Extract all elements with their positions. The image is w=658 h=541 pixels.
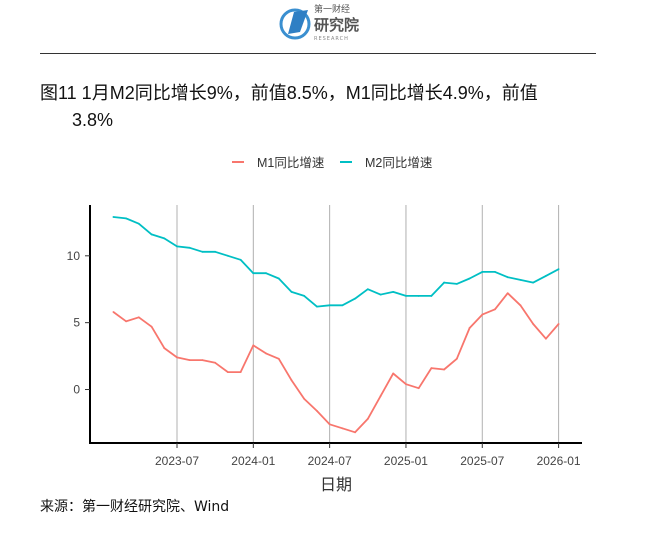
data-point-m1: [125, 320, 128, 323]
data-point-m1: [405, 383, 407, 386]
data-point-m2: [481, 270, 484, 273]
data-point-m1: [265, 352, 267, 355]
logo-emblem-icon: [279, 8, 311, 40]
logo-text-sub: RESEARCH: [314, 36, 349, 42]
header-divider: [40, 53, 596, 54]
data-point-m2: [544, 274, 547, 277]
y-tick-label: 5: [73, 316, 80, 330]
data-point-m1: [328, 423, 331, 426]
legend-label-m2: M2同比增速: [365, 155, 433, 170]
data-point-m1: [201, 359, 204, 362]
data-point-m1: [430, 367, 433, 370]
data-point-m1: [544, 337, 547, 340]
data-point-m1: [417, 387, 420, 390]
x-axis-title: 日期: [320, 475, 352, 494]
figure-title-line1: 图11 1月M2同比增长9%，前值8.5%，M1同比增长4.9%，前值: [40, 83, 538, 103]
data-point-m2: [392, 291, 395, 293]
data-point-m1: [252, 344, 255, 347]
data-point-m1: [519, 304, 522, 307]
data-point-m1: [163, 347, 166, 349]
data-point-m1: [392, 372, 395, 375]
series-line-m1: [112, 292, 560, 434]
data-point-m1: [468, 327, 471, 329]
data-point-m1: [481, 313, 484, 316]
data-point-m1: [455, 357, 458, 360]
data-point-m2: [468, 277, 471, 280]
data-point-m2: [252, 272, 255, 275]
data-point-m1: [188, 359, 191, 362]
data-point-m1: [443, 368, 446, 371]
data-point-m1: [494, 308, 496, 311]
x-tick-label: 2024-01: [231, 454, 275, 468]
data-point-m2: [379, 293, 382, 296]
data-point-m1: [506, 292, 509, 295]
logo: 第一财经 研究院 RESEARCH: [278, 4, 398, 48]
data-point-m2: [176, 245, 178, 248]
data-point-m2: [188, 246, 191, 249]
data-point-m2: [316, 305, 318, 308]
data-point-m1: [366, 418, 369, 420]
data-point-m2: [354, 297, 356, 300]
logo-text-top: 第一财经: [314, 5, 351, 15]
data-point-m1: [277, 357, 280, 360]
data-point-m1: [303, 397, 306, 400]
data-point-m2: [557, 268, 560, 271]
data-point-m2: [494, 270, 496, 273]
data-point-m2: [277, 277, 280, 280]
data-point-m2: [265, 272, 267, 275]
data-point-m1: [532, 323, 535, 325]
y-tick-label: 0: [73, 383, 80, 397]
data-point-m2: [137, 222, 140, 225]
data-point-m2: [214, 250, 217, 253]
data-point-m2: [532, 281, 535, 284]
data-point-m1: [150, 325, 153, 328]
data-point-m1: [239, 371, 242, 374]
data-point-m1: [557, 323, 560, 325]
x-tick-label: 2025-07: [460, 454, 504, 468]
data-point-m2: [201, 250, 204, 253]
data-point-m2: [366, 288, 369, 291]
data-point-m2: [519, 278, 522, 281]
data-point-m1: [176, 356, 178, 359]
data-point-m2: [112, 216, 115, 218]
data-point-m2: [125, 217, 128, 220]
logo-text-main: 研究院: [314, 16, 360, 34]
data-point-m2: [328, 304, 331, 307]
data-point-m2: [163, 237, 166, 240]
data-point-m2: [443, 281, 446, 284]
x-tick-label: 2026-01: [537, 454, 581, 468]
legend-label-m1: M1同比增速: [257, 155, 325, 170]
data-point-m2: [455, 282, 458, 285]
data-point-m1: [354, 431, 356, 434]
figure-title: 图11 1月M2同比增长9%，前值8.5%，M1同比增长4.9%，前值 3.8%: [40, 80, 640, 134]
data-point-m2: [239, 258, 242, 261]
data-point-m2: [290, 291, 293, 293]
data-point-m2: [430, 295, 433, 297]
figure-title-line2: 3.8%: [72, 110, 114, 130]
data-point-m1: [290, 379, 293, 382]
data-point-m1: [316, 410, 318, 412]
data-point-m2: [341, 304, 344, 307]
x-tick-label: 2023-07: [155, 454, 199, 468]
data-point-m2: [405, 295, 407, 297]
source-note: 来源：第一财经研究院、Wind: [40, 499, 230, 515]
data-point-m1: [379, 395, 382, 398]
data-point-m1: [341, 427, 344, 430]
data-point-m2: [417, 295, 420, 297]
data-point-m2: [506, 276, 509, 279]
y-tick-label: 10: [67, 249, 81, 263]
data-point-m1: [214, 361, 217, 364]
series-line-m2: [113, 216, 560, 308]
data-point-m1: [112, 311, 115, 313]
data-point-m2: [226, 254, 229, 257]
data-point-m1: [226, 371, 229, 374]
data-point-m1: [137, 316, 140, 319]
x-tick-label: 2024-07: [308, 454, 352, 468]
x-tick-label: 2025-01: [384, 454, 428, 468]
data-point-m2: [303, 295, 306, 297]
data-point-m2: [150, 233, 153, 236]
